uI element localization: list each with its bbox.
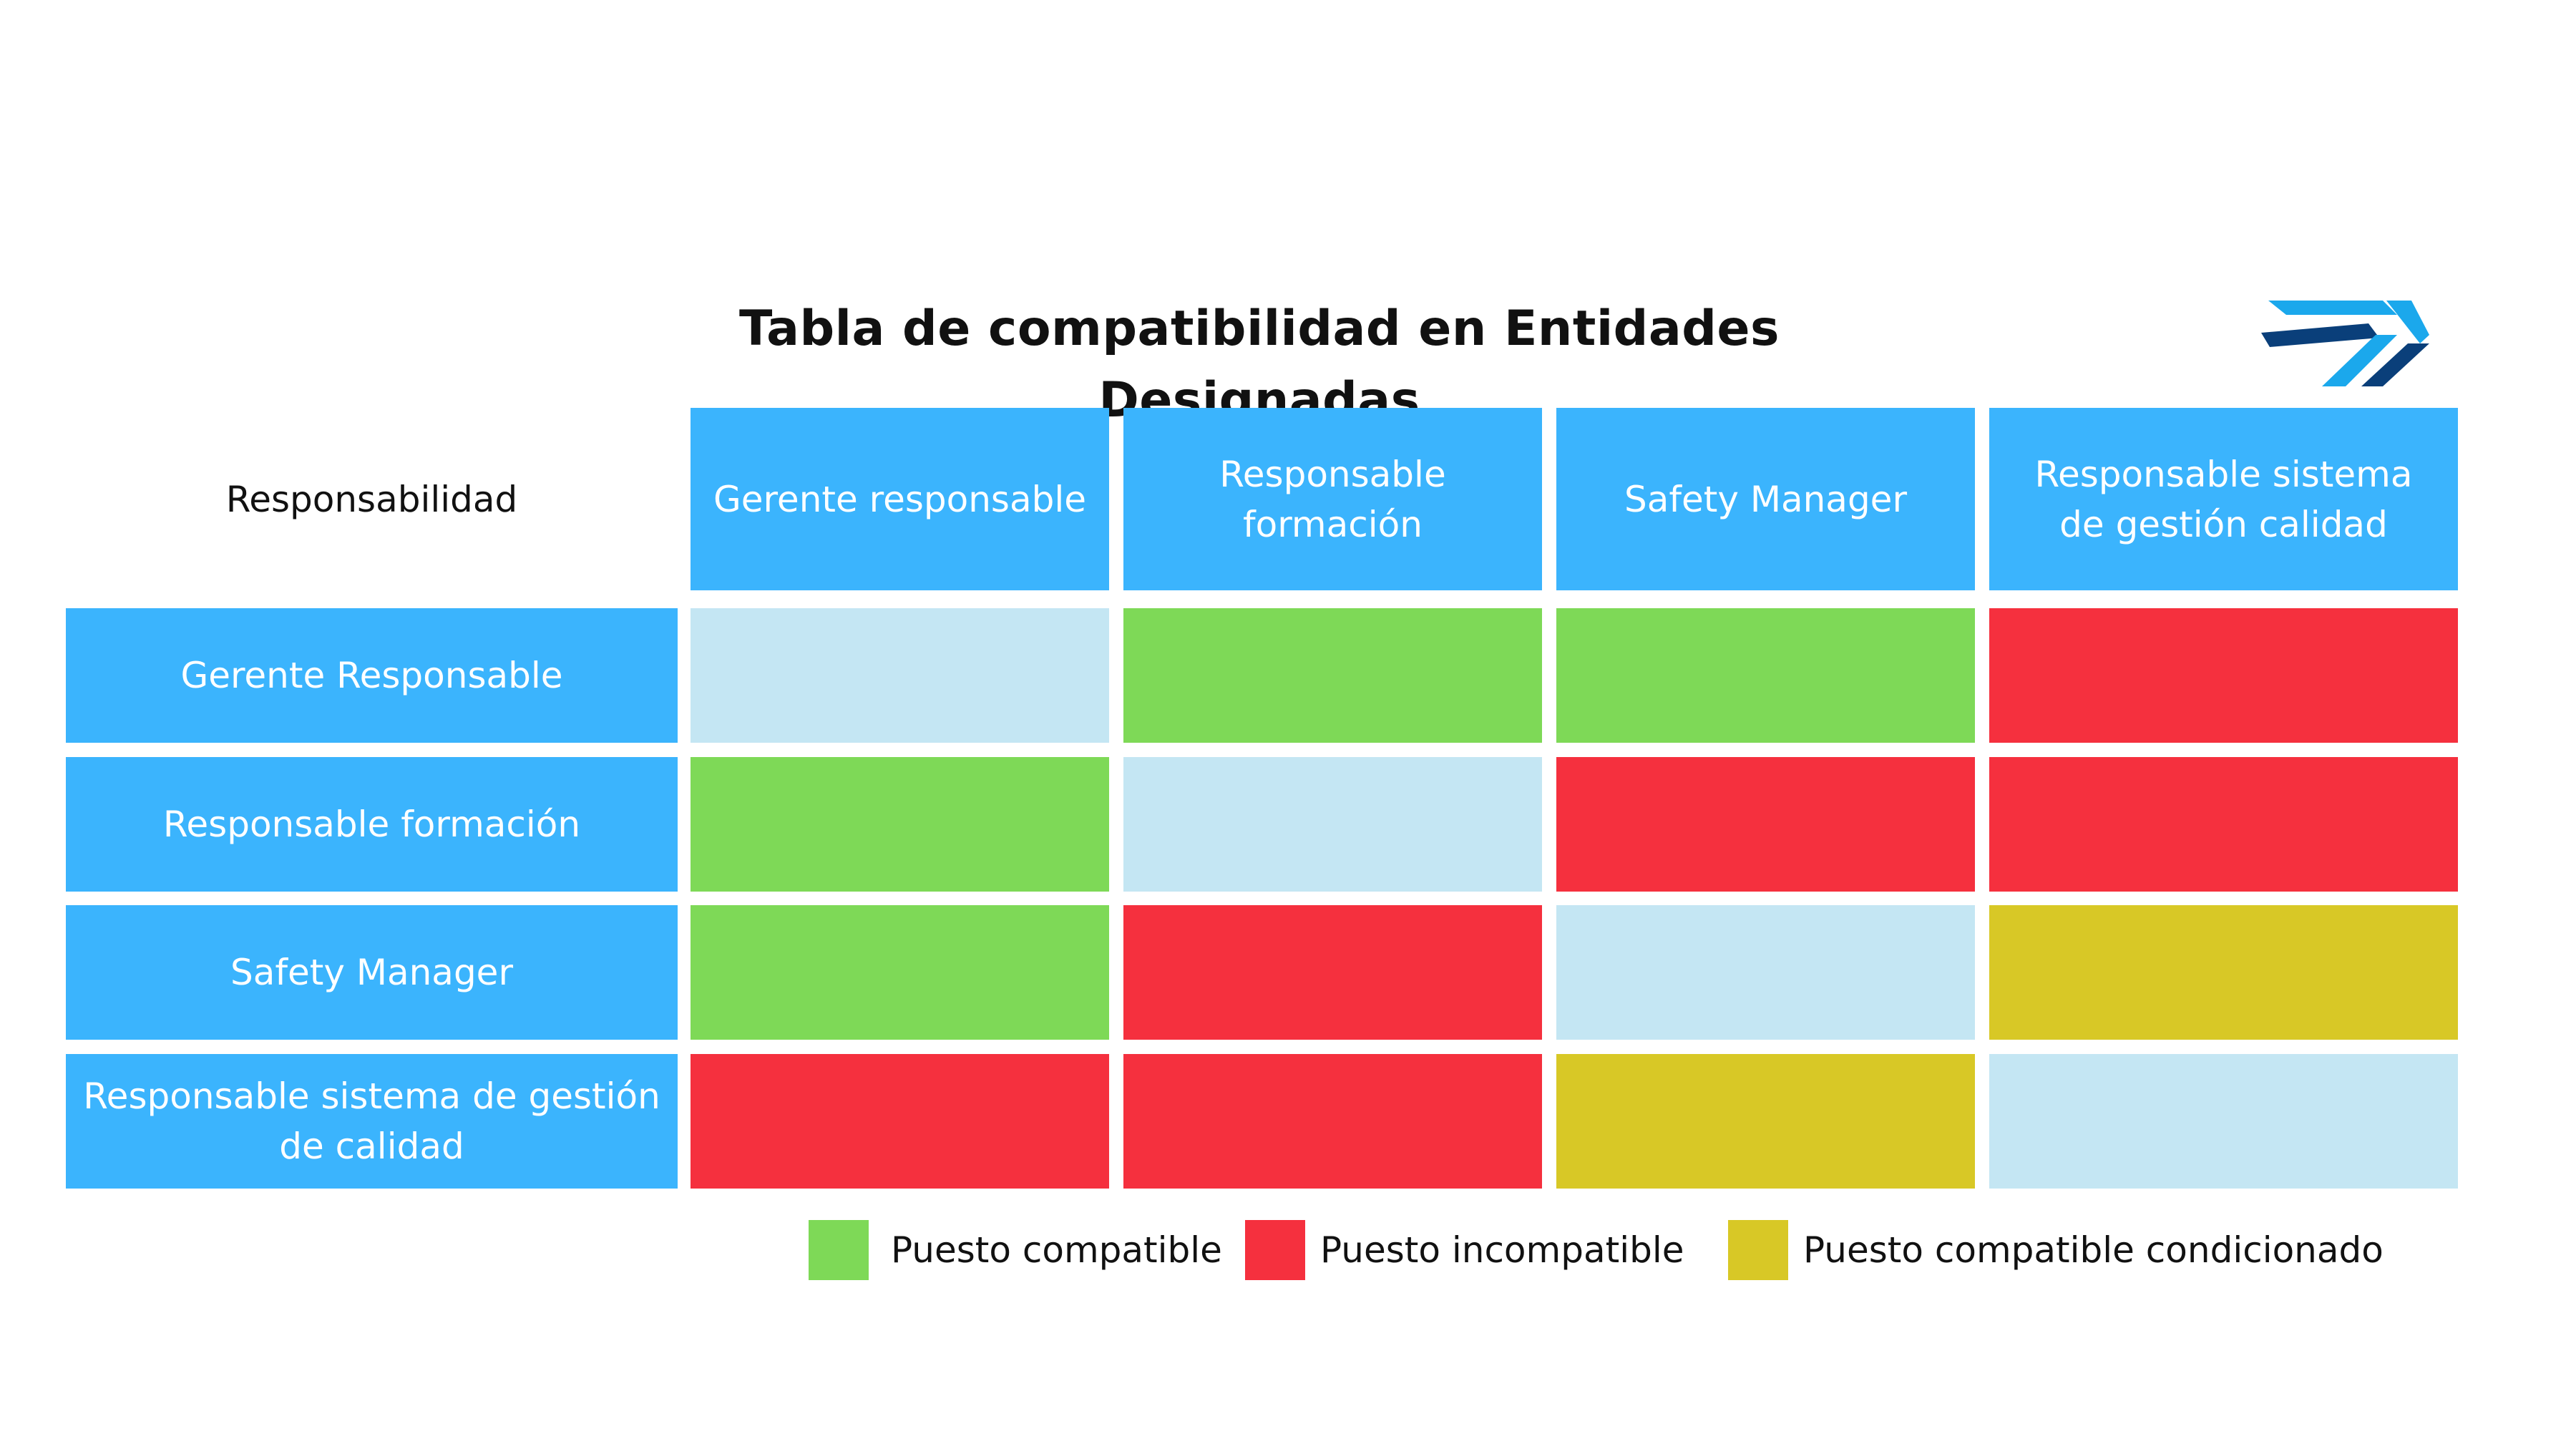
table-cell-incompatible xyxy=(1556,757,1975,892)
legend-swatch-compatible xyxy=(809,1220,869,1280)
row-header: Responsable formación xyxy=(66,757,678,892)
table-cell-incompatible xyxy=(1989,757,2458,892)
table-cell-incompatible xyxy=(1123,905,1542,1040)
row-header: Safety Manager xyxy=(66,905,678,1040)
table-cell-incompatible xyxy=(1123,1054,1542,1189)
column-header: Responsable formación xyxy=(1123,408,1542,590)
table-cell-incompatible xyxy=(691,1054,1109,1189)
column-header-text: Safety Manager xyxy=(1624,478,1907,520)
legend-label-conditional: Puesto compatible condicionado xyxy=(1803,1229,2384,1271)
page-title: Tabla de compatibilidad en Entidades Des… xyxy=(738,301,1780,429)
table-cell-conditional xyxy=(1989,905,2458,1040)
corner-label: Responsabilidad xyxy=(66,408,678,590)
table-cell-self xyxy=(1989,1054,2458,1189)
company-logo-icon xyxy=(2261,301,2429,386)
table-cell-compatible xyxy=(691,905,1109,1040)
row-header-text: Gerente Responsable xyxy=(180,655,563,696)
row-header: Responsable sistema de gestión de calida… xyxy=(66,1054,678,1189)
row-header: Gerente Responsable xyxy=(66,608,678,743)
column-header-text: Gerente responsable xyxy=(713,478,1087,520)
column-header-text: Responsable sistema de gestión calidad xyxy=(2034,453,2413,545)
column-header-text: Responsable formación xyxy=(1219,453,1446,545)
table-cell-compatible xyxy=(691,757,1109,892)
table-cell-compatible xyxy=(1123,608,1542,743)
table-cell-self xyxy=(1123,757,1542,892)
legend-label-compatible: Puesto compatible xyxy=(891,1229,1222,1271)
table-cell-incompatible xyxy=(1989,608,2458,743)
table-cell-compatible xyxy=(1556,608,1975,743)
table-cell-self xyxy=(691,608,1109,743)
legend-swatch-conditional xyxy=(1728,1220,1788,1280)
column-header: Responsable sistema de gestión calidad xyxy=(1989,408,2458,590)
legend-label-incompatible: Puesto incompatible xyxy=(1320,1229,1684,1271)
column-header: Safety Manager xyxy=(1556,408,1975,590)
row-header-text: Responsable sistema de gestión de calida… xyxy=(83,1075,660,1167)
corner-label-text: Responsabilidad xyxy=(225,478,518,520)
legend-swatch-incompatible xyxy=(1245,1220,1305,1280)
table-cell-conditional xyxy=(1556,1054,1975,1189)
row-header-text: Safety Manager xyxy=(230,952,513,993)
row-header-text: Responsable formación xyxy=(162,804,581,845)
column-header: Gerente responsable xyxy=(691,408,1109,590)
table-cell-self xyxy=(1556,905,1975,1040)
